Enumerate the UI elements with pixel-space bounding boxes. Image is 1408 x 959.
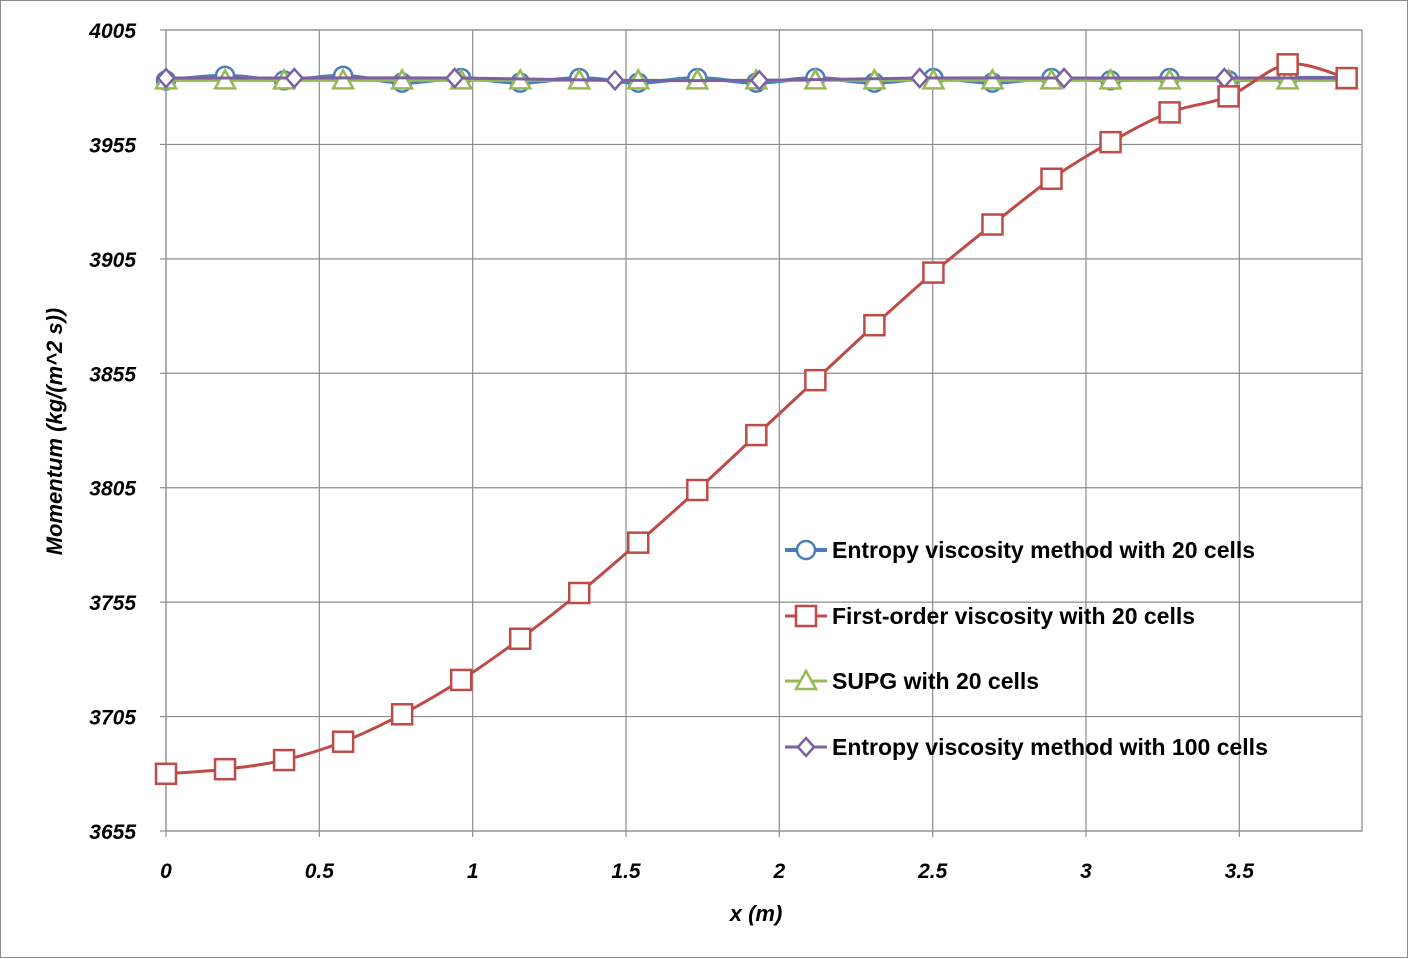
y-tick-label: 3905 [89,249,136,272]
data-point-square [981,213,1004,236]
data-point-diamond [749,69,770,92]
legend-marker-diamond [796,736,816,758]
data-point-square [1217,85,1240,108]
series-line [165,62,1348,776]
legend-item: Entropy viscosity method with 20 cells [785,537,1255,563]
grid-lines [165,29,1363,832]
data-point-square [449,668,473,692]
data-point-square [863,313,886,337]
legend-item: SUPG with 20 cells [785,668,1039,694]
data-point-square [154,762,178,786]
data-point-square [1276,53,1299,76]
x-tick-label: 1.5 [611,860,641,883]
data-point-square [331,730,355,753]
legend-label: Entropy viscosity method with 100 cells [832,734,1268,760]
data-point-square [508,627,532,651]
x-tick-label: 0.5 [305,860,335,883]
data-point-square [745,423,768,447]
data-point-square [1040,167,1063,191]
data-point-square [213,757,237,781]
legend: Entropy viscosity method with 20 cells Fi… [785,537,1268,760]
y-tick-label: 3955 [89,134,136,157]
legend-label: Entropy viscosity method with 20 cells [832,537,1255,563]
series-2 [154,53,1358,786]
data-point-square [390,703,414,726]
legend-marker-circle [795,539,817,561]
y-tick-label: 3805 [89,478,136,501]
data-point-diamond [444,67,465,89]
legend-item: First-order viscosity with 20 cells [785,603,1195,629]
data-point-square [567,581,591,605]
data-point-square [804,368,827,392]
data-point-diamond [284,67,304,89]
y-tick-label: 4005 [88,20,136,43]
axes: 3655 3705 3755 3805 3855 3905 3955 4005 0 0.5 1 1.5… [42,20,1254,926]
data-point-diamond [605,69,625,92]
data-point-diamond [156,67,176,89]
y-axis-title: Momentum (kg/(m^2 s)) [42,308,67,556]
x-tick-label: 2.5 [917,860,948,883]
data-point-square [922,261,945,284]
legend-marker-square [794,604,818,628]
data-point-square [686,478,709,502]
legend-label: First-order viscosity with 20 cells [832,603,1195,629]
legend-marker-triangle [793,668,819,691]
legend-item: Entropy viscosity method with 100 cells [785,734,1268,760]
data-point-square [1335,66,1358,90]
x-tick-label: 2 [772,860,785,883]
data-point-diamond [910,67,930,89]
x-tick-label: 3.5 [1225,860,1255,883]
plot-series [153,53,1359,786]
data-point-square [1099,130,1122,154]
data-point-diamond [1054,67,1074,89]
y-tick-label: 3755 [89,592,136,615]
y-tick-label: 3655 [89,821,136,844]
y-tick-label: 3705 [89,707,136,730]
data-point-square [1158,101,1181,124]
x-tick-label: 3 [1080,860,1092,883]
x-tick-label: 0 [160,860,172,883]
x-axis-title: x (m) [729,901,783,926]
data-point-square [272,748,296,772]
legend-label: SUPG with 20 cells [832,668,1039,694]
y-tick-label: 3855 [89,363,136,386]
x-tick-label: 1 [467,860,479,883]
data-point-square [627,531,650,554]
